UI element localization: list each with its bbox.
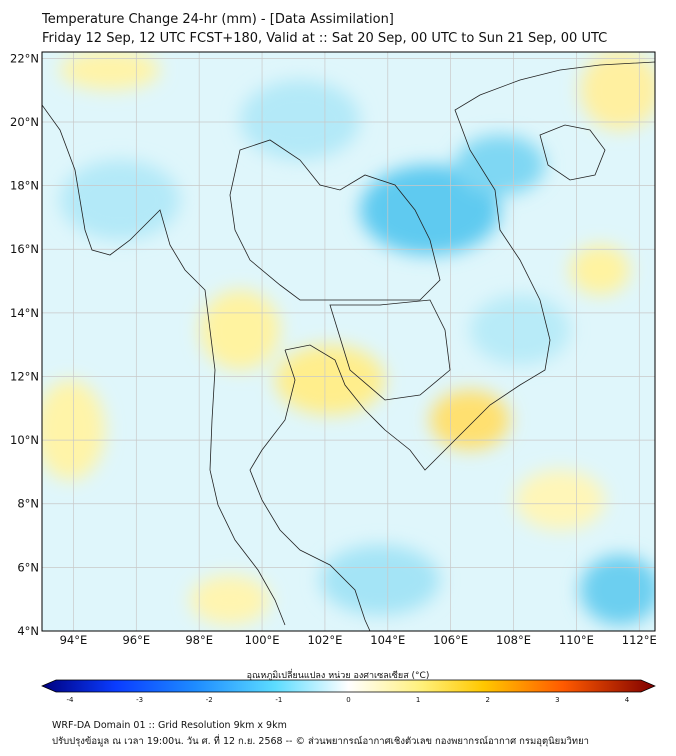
cool-anomaly-west [60,160,180,240]
temperature-field [42,52,655,631]
lat-label: 6°N [17,560,39,574]
coastline-mainland [42,104,286,626]
warm-anomaly-gulf-thailand [275,345,385,415]
colorbar-tick-label: -3 [136,696,143,704]
lat-label: 10°N [10,433,39,447]
lon-label: 102°E [307,633,342,647]
lon-label: 108°E [496,633,531,647]
border-thailand-laos [229,139,441,301]
warm-anomaly-central [200,290,280,370]
chart-subtitle: Friday 12 Sep, 12 UTC FCST+180, Valid at… [42,31,608,46]
warm-anomaly-scs [570,245,630,295]
plot-frame [41,51,656,632]
lat-label: 22°N [10,51,39,65]
lat-label: 8°N [17,497,39,511]
lat-label: 20°N [10,115,39,129]
colorbar-bar [41,679,656,693]
colorbar-tick-label: -1 [275,696,282,704]
cool-anomaly-gulf-tonkin [455,135,545,195]
warm-anomaly-andaman [42,380,105,480]
colorbar-tick-label: 4 [625,696,630,704]
colorbar-tick-label: -2 [206,696,213,704]
lat-label: 16°N [10,242,39,256]
coastline-gulf-thailand [284,61,655,471]
footer-model-info: WRF-DA Domain 01 :: Grid Resolution 9km … [52,720,287,731]
longitude-labels: 94°E 96°E 98°E 100°E 102°E 104°E 106°E 108°E 110… [60,633,657,647]
colorbar-tick-label: -4 [67,696,75,704]
cool-anomaly-southeast [580,555,655,625]
lon-label: 100°E [245,633,280,647]
coastline-hainan [539,124,606,181]
cool-anomaly-laos [360,165,500,255]
colorbar-tick-label: 1 [416,696,420,704]
colorbar: -4 -3 -2 -1 0 1 2 3 4 [41,679,656,704]
lat-label: 14°N [10,306,39,320]
latitude-labels: 4°N 6°N 8°N 10°N 12°N 14°N 16°N 18°N 20°N 22°N [10,51,39,638]
lon-label: 94°E [60,633,88,647]
chart-title: Temperature Change 24-hr (mm) - [Data As… [42,12,394,27]
warm-anomaly-east [515,470,605,530]
footer-update-info: ปรับปรุงข้อมูล ณ เวลา 19:00น. วัน ศ. ที่… [52,736,589,747]
lon-label: 112°E [622,633,657,647]
colorbar-tick-label: 3 [555,696,559,704]
coastlines [42,61,655,631]
colorbar-tick-label: 2 [486,696,490,704]
lat-label: 12°N [10,369,39,383]
colorbar-tick-label: 0 [346,696,350,704]
lon-label: 104°E [370,633,405,647]
warm-anomaly-northeast [580,52,655,130]
coastline-peninsula-east [249,349,371,631]
lat-label: 18°N [10,179,39,193]
lat-label: 4°N [17,624,39,638]
cool-anomaly-south [320,545,440,615]
cool-anomaly-north [240,80,360,160]
warm-anomaly-mekong [430,390,510,450]
lon-label: 110°E [559,633,594,647]
colorbar-label: อุณหภูมิเปลี่ยนแปลง หน่วย องศาเซลเซียส (… [246,671,430,681]
warm-anomaly-northwest [60,52,160,90]
colorbar-ticks: -4 -3 -2 -1 0 1 2 3 4 [67,696,630,704]
lon-label: 98°E [185,633,213,647]
lon-label: 106°E [433,633,468,647]
border-cambodia [329,299,451,401]
cool-anomaly-cambodia [470,295,570,365]
warm-anomaly-malaysia [190,575,270,625]
lon-label: 96°E [122,633,150,647]
